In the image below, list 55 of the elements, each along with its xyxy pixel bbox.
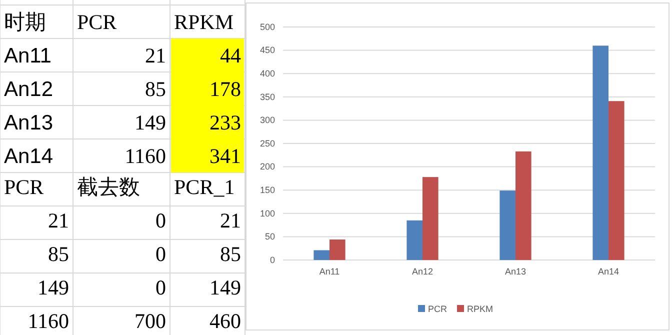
text: PCR_1 — [174, 174, 235, 199]
text: 21 — [145, 43, 166, 68]
bar — [422, 177, 438, 260]
text: An11 — [4, 44, 52, 68]
text: 460 — [210, 308, 241, 333]
bar — [516, 151, 532, 260]
text: PCR — [4, 174, 44, 199]
text: 1160 — [124, 144, 166, 168]
bar — [314, 250, 330, 260]
y-tick-label: 250 — [260, 138, 275, 148]
text: 截去数 — [77, 174, 140, 199]
text: 0 — [156, 242, 166, 266]
text: 85 — [145, 76, 166, 101]
legend-label: PCR — [428, 304, 448, 314]
y-tick-label: 400 — [260, 68, 275, 78]
y-tick-label: 50 — [264, 232, 275, 242]
text: 0 — [156, 275, 166, 300]
text: 0 — [156, 208, 166, 232]
text: 233 — [210, 110, 241, 134]
text: 44 — [220, 43, 242, 68]
y-tick-label: 150 — [260, 184, 275, 195]
x-tick-label: An13 — [504, 266, 526, 276]
y-tick-label: 200 — [260, 162, 275, 172]
text: 178 — [210, 76, 241, 101]
y-tick-label: 350 — [260, 92, 275, 102]
text: 21 — [220, 208, 241, 232]
text: 700 — [134, 308, 166, 333]
bar — [406, 220, 422, 260]
text: 149 — [210, 275, 241, 300]
y-tick-label: 0 — [270, 254, 275, 265]
x-tick-label: An11 — [319, 266, 340, 276]
text: 85 — [48, 242, 69, 266]
text: 149 — [134, 110, 166, 134]
text: 时期 — [4, 10, 46, 34]
x-tick-label: An12 — [412, 266, 434, 276]
bar — [330, 239, 346, 260]
text: PCR — [77, 10, 117, 34]
bar — [592, 46, 608, 260]
text: 149 — [38, 275, 69, 300]
text: An14 — [4, 144, 54, 168]
legend-label: RPKM — [467, 304, 494, 314]
text: 21 — [48, 208, 69, 232]
text: 1160 — [28, 308, 69, 333]
text: RPKM — [174, 10, 234, 34]
text: 341 — [210, 144, 241, 168]
y-tick-label: 450 — [260, 45, 275, 56]
y-tick-label: 100 — [260, 208, 275, 218]
text: An12 — [4, 78, 54, 101]
bar — [608, 101, 624, 260]
text: An13 — [4, 111, 54, 134]
y-tick-label: 500 — [260, 22, 275, 32]
x-tick-label: An14 — [598, 266, 620, 276]
y-tick-label: 300 — [260, 115, 275, 126]
bar — [500, 190, 516, 260]
text: 85 — [220, 242, 241, 266]
